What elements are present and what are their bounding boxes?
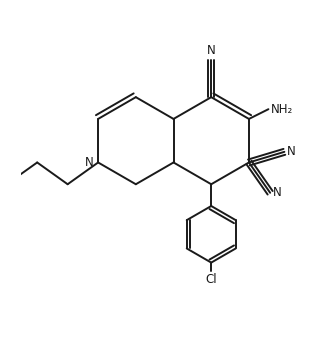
Text: N: N [207, 44, 216, 57]
Text: N: N [273, 186, 282, 199]
Text: N: N [85, 156, 94, 169]
Text: N: N [287, 145, 296, 158]
Text: NH₂: NH₂ [271, 103, 293, 116]
Text: Cl: Cl [205, 273, 217, 287]
